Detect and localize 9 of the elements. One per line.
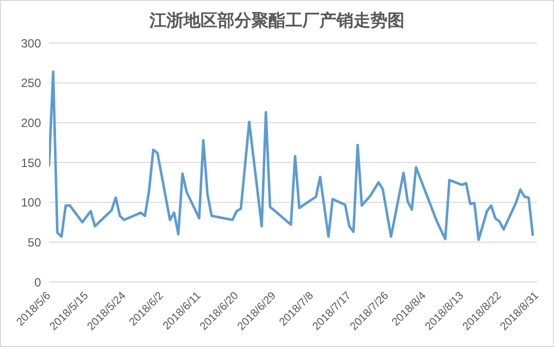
y-tick-label: 0 xyxy=(34,275,42,290)
y-tick-label: 200 xyxy=(20,116,42,130)
line-series xyxy=(49,70,534,242)
y-tick-label: 150 xyxy=(20,156,42,170)
y-tick-label: 50 xyxy=(28,235,42,250)
chart-title: 江浙地区部分聚酯工厂产销走势图 xyxy=(148,10,406,32)
y-tick-label: 100 xyxy=(20,196,42,210)
y-tick-label: 300 xyxy=(20,36,42,50)
y-tick-label: 250 xyxy=(20,76,42,90)
